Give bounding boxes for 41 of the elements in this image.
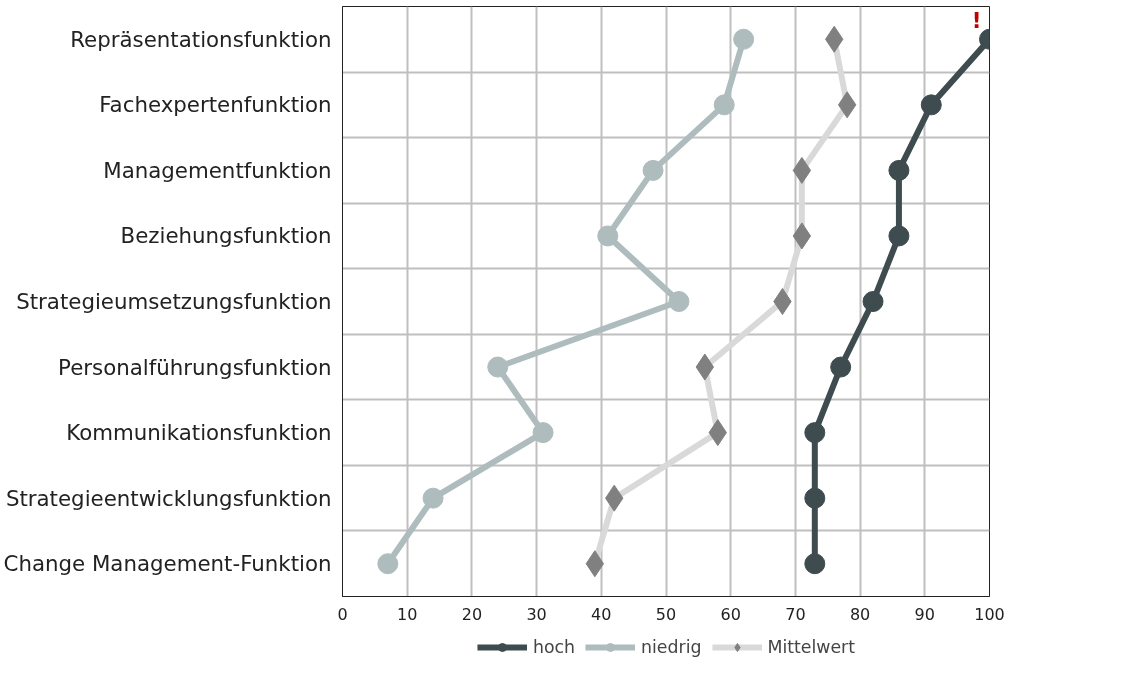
point (804, 553, 826, 575)
y-tick-label: Managementfunktion (103, 157, 332, 183)
point (830, 356, 852, 378)
x-tick-label: 40 (591, 604, 612, 624)
point (422, 487, 444, 509)
legend-label: niedrig (641, 637, 702, 657)
point (804, 487, 826, 509)
y-tick-label: Kommunikationsfunktion (66, 420, 332, 446)
point (862, 291, 884, 312)
x-tick-label: 10 (397, 604, 418, 624)
legend-label: hoch (532, 637, 576, 657)
y-tick-label: Strategieentwicklungsfunktion (5, 485, 332, 511)
point (888, 159, 910, 181)
x-tick-label: 70 (785, 604, 806, 624)
point (804, 422, 826, 444)
y-tick-label: Repräsentationsfunktion (70, 26, 332, 52)
point (888, 225, 910, 247)
point (487, 356, 509, 378)
point (668, 291, 690, 312)
annotation: ! (971, 8, 982, 34)
legend-label: Mittelwert (767, 637, 856, 657)
x-tick-label: 80 (849, 604, 871, 624)
x-tick-label: 0 (337, 604, 348, 624)
point (532, 422, 554, 444)
y-tick-label: Beziehungsfunktion (120, 223, 332, 249)
y-tick-label: Strategieumsetzungsfunktion (16, 289, 332, 314)
point (733, 28, 755, 50)
point (713, 94, 735, 116)
x-tick-label: 60 (720, 604, 741, 624)
x-tick-label: 100 (974, 604, 1005, 624)
x-tick-label: 90 (914, 604, 935, 624)
y-tick-label: Personalführungsfunktion (58, 354, 332, 380)
y-tick-label: Change Management-Funktion (3, 551, 332, 577)
y-tick-label: Fachexpertenfunktion (99, 92, 332, 118)
x-tick-label: 20 (461, 604, 483, 624)
point (597, 225, 619, 247)
x-tick-label: 50 (655, 604, 677, 624)
point (377, 553, 399, 575)
x-tick-label: 30 (526, 604, 547, 624)
point (642, 159, 664, 181)
point (920, 94, 942, 116)
